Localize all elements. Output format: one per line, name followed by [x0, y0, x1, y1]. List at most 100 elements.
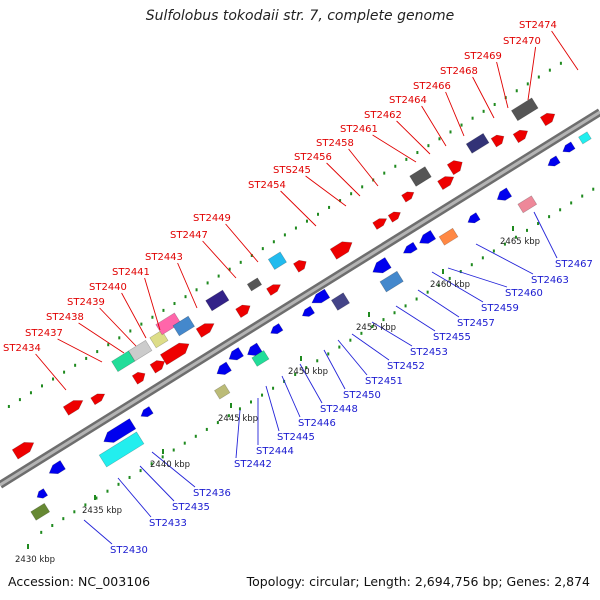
gene-label-forward: ST2464: [389, 95, 427, 106]
tick-dot-1: [503, 242, 506, 246]
gene-arrow: [419, 229, 437, 244]
gene-arrow: [270, 323, 284, 335]
leader-line-reverse: [351, 333, 390, 361]
tick-dot-1: [84, 503, 87, 507]
leader-line-forward: [445, 91, 465, 137]
gene-label-forward: ST2461: [340, 124, 378, 135]
kbp-tick: [442, 269, 444, 274]
kbp-tick: [230, 403, 232, 408]
kbp-tick: [162, 449, 164, 454]
leader-line-reverse: [299, 363, 323, 404]
leader-line-reverse: [117, 477, 152, 518]
tick-dot-1: [581, 194, 584, 198]
tick-dot-1: [194, 434, 197, 438]
gene-arrow: [446, 160, 463, 176]
tick-dot-0: [537, 75, 540, 79]
kbp-label: 2465 kbp: [500, 237, 540, 247]
gene-arrow: [465, 132, 490, 154]
tick-dot-1: [382, 318, 385, 322]
tick-dot-0: [416, 151, 419, 155]
gene-label-forward: ST2447: [170, 230, 208, 241]
gene-arrow: [402, 241, 418, 254]
tick-dot-0: [206, 281, 209, 285]
leader-line-reverse: [337, 339, 368, 376]
gene-arrow: [330, 292, 351, 311]
gene-arrow: [155, 312, 182, 336]
tick-dot-0: [317, 212, 320, 216]
gene-label-forward: ST2456: [294, 152, 332, 163]
tick-dot-0: [217, 274, 220, 278]
tick-dot-1: [559, 208, 562, 212]
gene-arrow: [205, 289, 230, 312]
leader-line-forward: [496, 61, 509, 109]
tick-dot-1: [40, 530, 43, 534]
kbp-marks: 2430 kbp 2435 kbp 2440 kbp 2445 kbp 2450 kbp…: [15, 226, 540, 565]
tick-dot-0: [261, 247, 264, 251]
gene-arrow: [401, 191, 415, 203]
gene-arrow: [387, 211, 401, 223]
gene-arrow: [11, 442, 35, 460]
kbp-label: 2445 kbp: [218, 414, 258, 424]
tick-dot-1: [227, 414, 230, 418]
leader-line-forward: [35, 353, 67, 391]
gene-arrow: [409, 166, 432, 187]
gene-label-forward: ST2462: [364, 110, 402, 121]
leader-line-reverse: [83, 519, 113, 545]
tick-dot-1: [492, 249, 495, 253]
kbp-label: 2435 kbp: [82, 506, 122, 516]
kbp-tick: [300, 356, 302, 361]
gene-arrow: [372, 257, 392, 274]
leader-line-reverse: [475, 243, 534, 275]
gene-arrow: [149, 329, 169, 349]
leader-line-reverse: [395, 305, 436, 332]
gene-label-reverse: ST2436: [193, 488, 231, 499]
tick-dot-1: [393, 311, 396, 315]
gene-label-forward: ST2449: [193, 213, 231, 224]
gene-arrow: [490, 134, 505, 148]
gene-arrow: [103, 418, 137, 443]
tick-dot-0: [18, 398, 21, 402]
gene-arrow: [214, 383, 231, 400]
gene-arrow: [266, 284, 282, 296]
gene-label-reverse: ST2435: [172, 502, 210, 513]
gene-arrow: [496, 187, 513, 201]
gene-arrow: [48, 460, 66, 474]
tick-dot-0: [350, 192, 353, 196]
genome-backbone: [0, 108, 600, 489]
tick-dot-0: [383, 171, 386, 175]
tick-dot-1: [570, 201, 573, 205]
tick-dot-1: [294, 373, 297, 377]
gene-label-reverse: ST2452: [387, 361, 425, 372]
tick-dot-0: [493, 102, 496, 106]
gene-arrow: [301, 305, 316, 317]
gene-arrow: [311, 288, 331, 304]
gene-label-forward: ST2468: [440, 66, 478, 77]
tick-dot-1: [338, 345, 341, 349]
gene-arrow: [235, 304, 251, 318]
gene-label-reverse: ST2448: [320, 404, 358, 415]
tick-dot-0: [482, 109, 485, 113]
genome-title: Sulfolobus tokodaii str. 7, complete gen…: [145, 8, 455, 24]
tick-dot-0: [162, 308, 165, 312]
leader-line-forward: [78, 322, 125, 354]
tick-dot-1: [51, 524, 54, 528]
tick-dot-1: [526, 228, 529, 232]
leader-line-forward: [326, 162, 361, 197]
kbp-tick: [368, 312, 370, 317]
leader-line-forward: [99, 307, 137, 347]
gene-label-forward: ST2437: [25, 328, 63, 339]
tick-dot-0: [41, 384, 44, 388]
gene-arrow: [467, 212, 481, 224]
tick-dot-1: [514, 235, 517, 239]
tick-dot-0: [184, 295, 187, 299]
leader-line-forward: [177, 262, 198, 309]
kbp-tick: [94, 495, 96, 500]
gene-label-forward: ST2474: [519, 20, 557, 31]
gene-label-forward: ST2440: [89, 282, 127, 293]
gene-arrow: [149, 360, 166, 374]
leader-line-forward: [202, 240, 237, 279]
leader-line-forward: [144, 277, 161, 331]
tick-dot-1: [459, 270, 462, 274]
gene-label-forward: ST2470: [503, 36, 541, 47]
tick-dot-0: [195, 288, 198, 292]
